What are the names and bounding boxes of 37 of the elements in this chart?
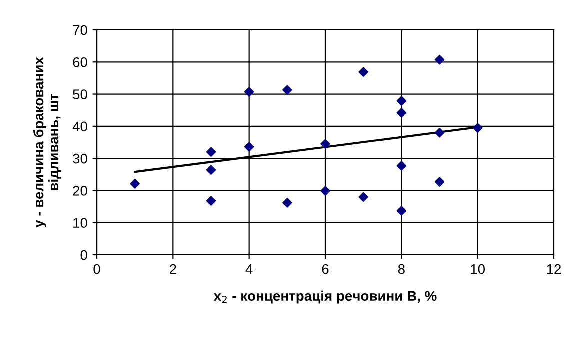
x-tick-label: 12 [547,264,562,274]
point [282,198,292,208]
point [206,147,216,158]
x-tick-label: 8 [398,264,405,274]
point [130,179,140,189]
point [282,85,292,95]
point [206,196,216,206]
point [396,96,407,106]
x-tick-label: 10 [471,264,486,274]
x-tick-label: 2 [170,264,176,274]
point [434,177,445,187]
point [396,161,407,171]
y-tick-label: 50 [73,90,88,100]
point [396,108,407,118]
point [320,139,330,149]
point [472,123,483,133]
point [358,192,368,202]
y-axis-title: y - величина бракованих відливань, шт [33,57,62,228]
point [206,165,216,176]
point [244,142,254,152]
point [434,128,445,138]
x-tick-label: 0 [94,264,100,274]
y-tick-label: 40 [72,122,88,132]
point [396,206,407,216]
y-tick-label: 10 [74,218,88,228]
y-tick-label: 60 [73,57,88,68]
y-tick-label: 20 [73,186,88,196]
x-tick-label: 4 [246,264,253,274]
x-axis-title: x$_{2}$ - концентрація речовини В, % [214,290,437,304]
x-tick-label: 6 [322,264,329,274]
point [320,186,330,196]
point [244,87,254,97]
y-tick-label: 0 [80,250,88,260]
point [358,67,368,77]
y-tick-label: 70 [73,25,88,36]
y-tick-label: 30 [73,154,88,164]
point [434,55,445,65]
